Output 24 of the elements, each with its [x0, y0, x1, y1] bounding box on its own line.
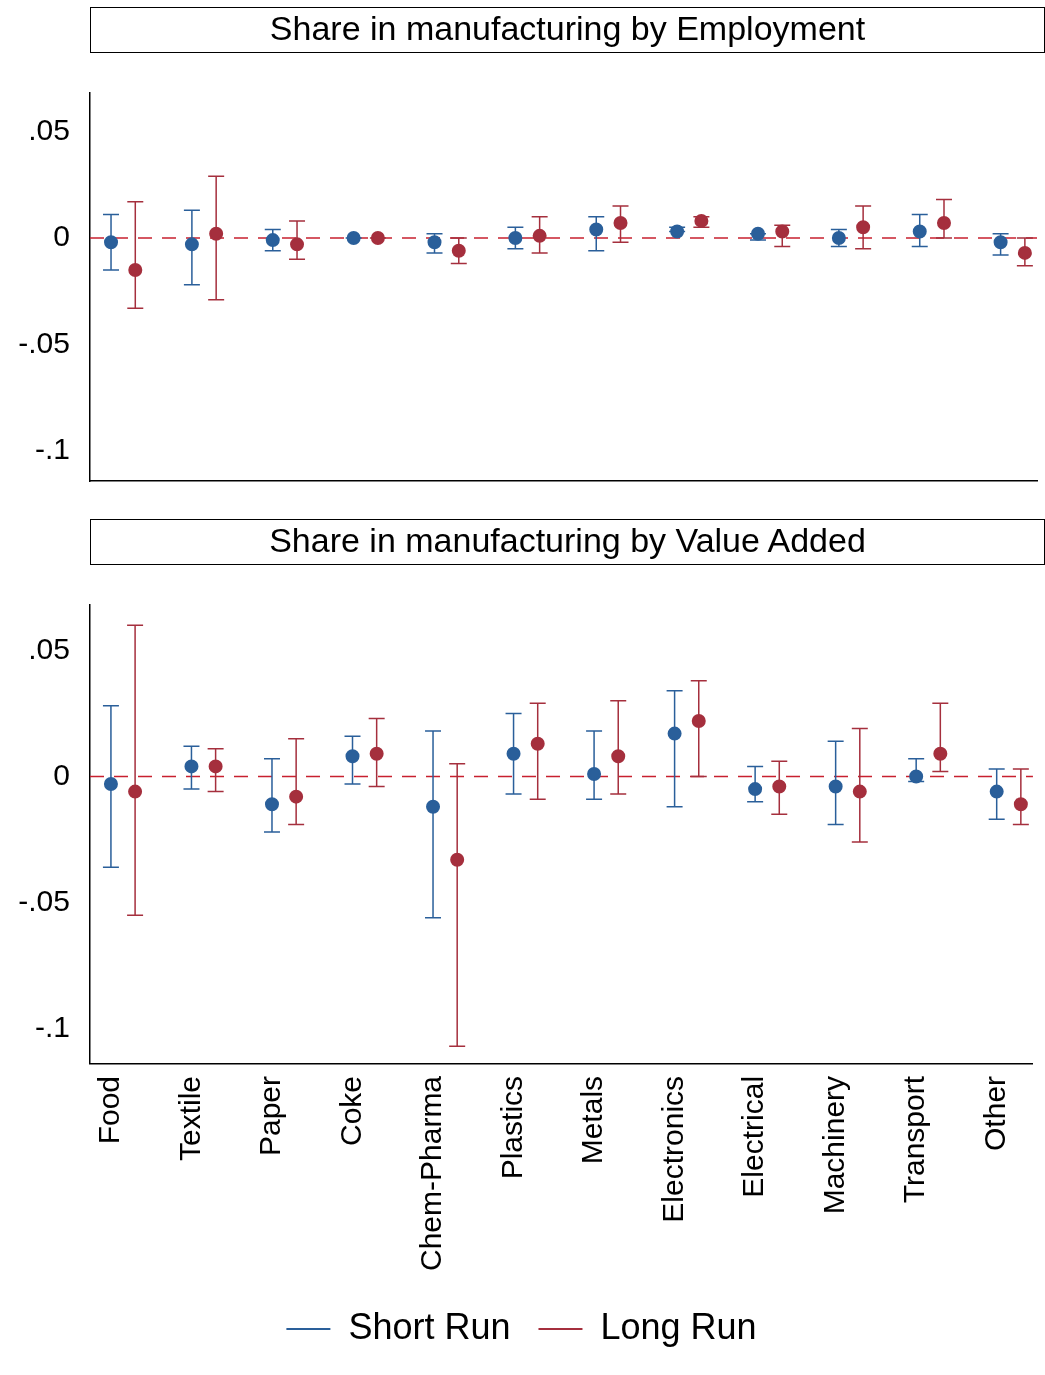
y-tick-label: .05 [28, 631, 70, 665]
x-tick-label: Food [92, 1075, 126, 1145]
x-tick-label: Transport [897, 1075, 931, 1204]
x-tick-label: Textile [172, 1075, 206, 1161]
y-tick-label: -.05 [18, 883, 70, 917]
x-tick-label: Electrical [736, 1075, 770, 1198]
legend-label: Short Run [348, 1305, 511, 1347]
x-tick-label: Metals [575, 1075, 609, 1165]
x-tick-label: Coke [333, 1075, 367, 1146]
x-tick-label: Paper [253, 1075, 287, 1156]
chart-title: Share in manufacturing by Value Added [90, 519, 1045, 565]
x-tick-label: Machinery [816, 1075, 850, 1215]
y-tick-label: -.05 [18, 325, 70, 359]
y-tick-label: 0 [53, 219, 70, 253]
chart-title: Share in manufacturing by Employment [90, 7, 1045, 53]
y-tick-label: -.1 [34, 432, 70, 466]
legend-label: Long Run [600, 1305, 757, 1347]
y-tick-label: -.1 [34, 1009, 70, 1043]
x-tick-label: Electronics [655, 1075, 689, 1223]
y-tick-label: .05 [28, 112, 70, 146]
x-tick-label: Other [977, 1075, 1011, 1151]
x-tick-label: Chem-Pharma [414, 1075, 448, 1271]
y-tick-label: 0 [53, 757, 70, 791]
x-tick-label: Plastics [494, 1075, 528, 1180]
